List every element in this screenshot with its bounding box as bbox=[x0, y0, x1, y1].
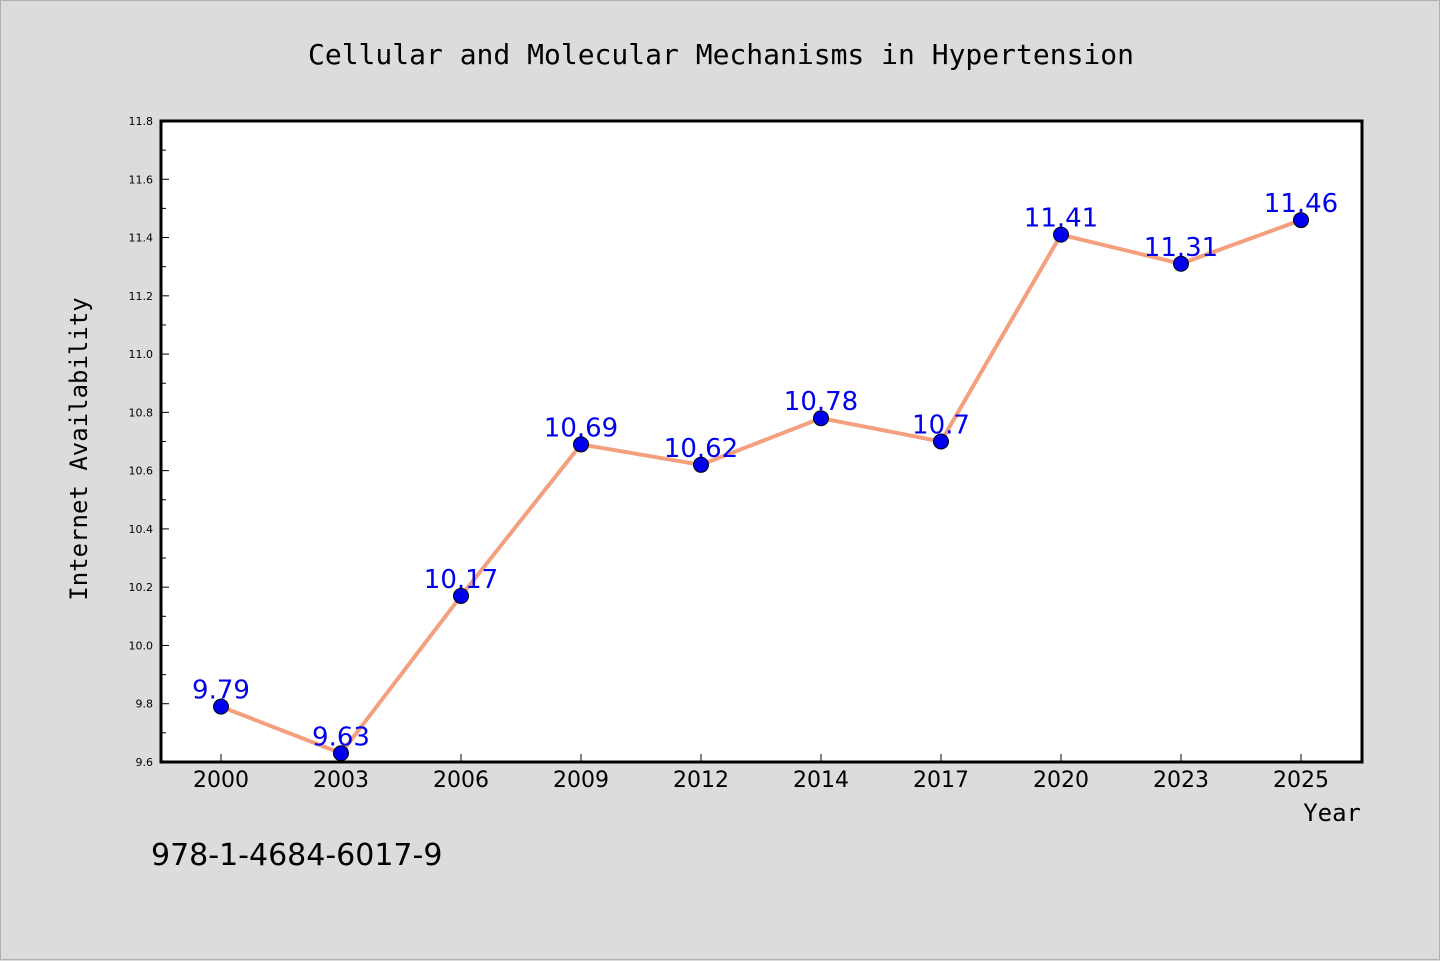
data-point bbox=[1293, 212, 1309, 229]
data-label: 10.62 bbox=[664, 434, 738, 464]
data-label: 10.78 bbox=[784, 387, 858, 417]
y-tick-label: 11.2 bbox=[129, 290, 154, 303]
x-tick-label: 2006 bbox=[433, 768, 489, 793]
x-tick-label: 2012 bbox=[673, 768, 729, 793]
y-tick-label: 10.0 bbox=[129, 639, 154, 652]
y-tick-label: 10.2 bbox=[129, 581, 154, 594]
isbn-code: 978-1-4684-6017-9 bbox=[151, 838, 442, 873]
y-tick-label: 10.8 bbox=[129, 406, 154, 419]
chart-title: Cellular and Molecular Mechanisms in Hyp… bbox=[308, 38, 1134, 71]
x-tick-label: 2003 bbox=[313, 768, 369, 793]
y-tick-label: 11.0 bbox=[129, 348, 154, 361]
y-axis: 9.6 9.8 10.0 10.2 10.4 10.6 10.8 11.0 11.2 11.4 11… bbox=[129, 115, 169, 769]
data-label: 9.63 bbox=[312, 722, 370, 752]
data-label: 9.79 bbox=[192, 676, 250, 706]
data-label: 11.46 bbox=[1264, 189, 1338, 219]
y-tick-label: 9.6 bbox=[136, 756, 154, 769]
data-point bbox=[1053, 226, 1069, 243]
x-tick-label: 2000 bbox=[193, 768, 249, 793]
data-point bbox=[333, 745, 349, 762]
y-tick-label: 11.8 bbox=[129, 115, 154, 128]
y-tick-label: 10.4 bbox=[129, 523, 154, 536]
data-point bbox=[573, 436, 589, 453]
data-point bbox=[213, 698, 229, 715]
y-tick-label: 10.6 bbox=[129, 465, 154, 478]
data-label: 11.41 bbox=[1024, 204, 1098, 234]
x-tick-label: 2025 bbox=[1273, 768, 1329, 793]
x-tick-label: 2017 bbox=[913, 768, 969, 793]
x-tick-label: 2023 bbox=[1153, 768, 1209, 793]
data-label: 10.17 bbox=[424, 565, 498, 595]
series-line bbox=[220, 218, 1302, 756]
data-point bbox=[453, 587, 469, 604]
x-axis: 2000 2003 2006 2009 2012 2014 2017 2020 2023 2025 bbox=[193, 754, 1329, 793]
y-tick-label: 11.6 bbox=[129, 173, 154, 186]
data-points bbox=[213, 212, 1309, 762]
data-point bbox=[693, 456, 709, 473]
x-axis-label: Year bbox=[1303, 799, 1361, 827]
data-point bbox=[813, 410, 829, 427]
data-label: 10.69 bbox=[544, 413, 618, 443]
data-label: 11.31 bbox=[1144, 233, 1218, 263]
data-point bbox=[933, 433, 949, 450]
y-axis-label: Internet Availability bbox=[65, 297, 93, 600]
data-label: 10.7 bbox=[912, 411, 970, 441]
x-tick-label: 2014 bbox=[793, 768, 849, 793]
y-tick-label: 9.8 bbox=[136, 698, 154, 711]
x-tick-label: 2009 bbox=[553, 768, 609, 793]
data-point bbox=[1173, 255, 1189, 272]
data-labels: 9.79 9.63 10.17 10.69 10.62 10.78 10.7 11.41 11.… bbox=[192, 189, 1338, 752]
x-tick-label: 2020 bbox=[1033, 768, 1089, 793]
y-tick-label: 11.4 bbox=[129, 232, 154, 245]
